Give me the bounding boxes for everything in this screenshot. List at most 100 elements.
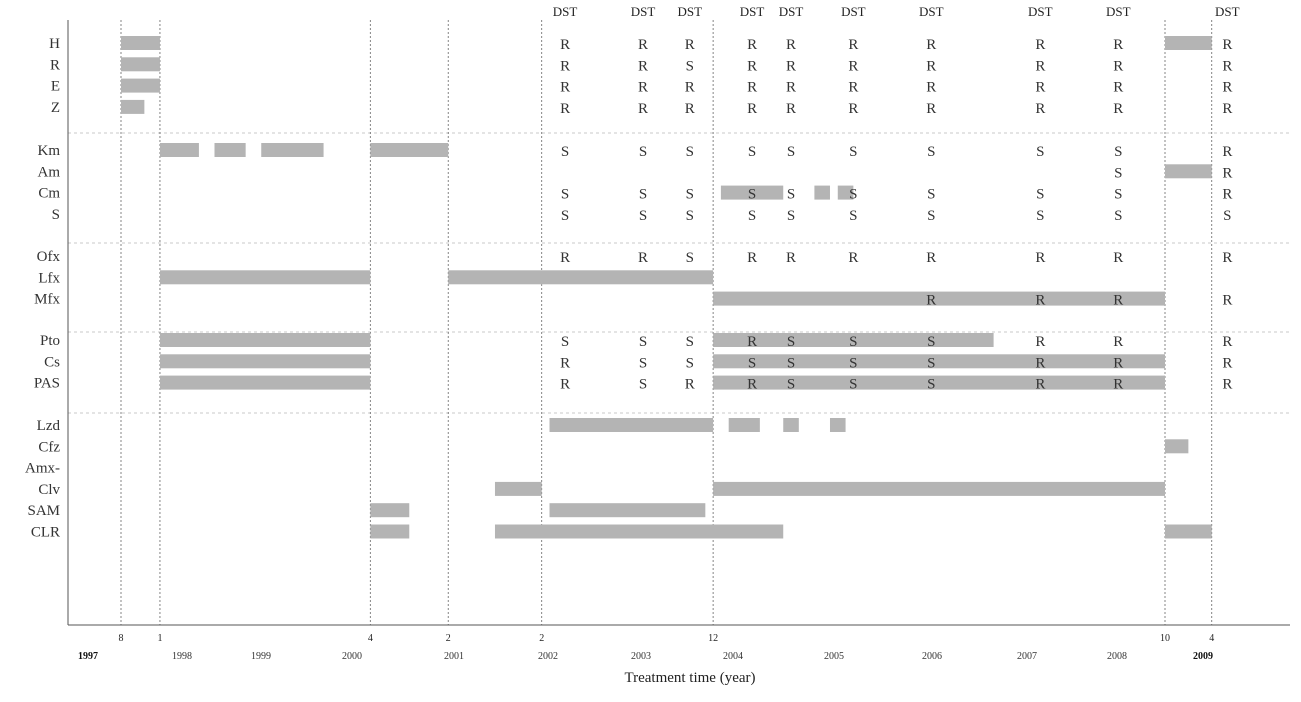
dst-result: S <box>639 187 647 203</box>
dst-result: S <box>1036 144 1044 160</box>
year-tick-label: 1999 <box>251 651 271 662</box>
treatment-bar <box>159 143 199 157</box>
dst-header: DST <box>841 4 866 19</box>
dst-result: R <box>848 250 858 266</box>
dst-result: S <box>686 144 694 160</box>
treatment-bar <box>121 99 145 114</box>
treatment-bar <box>713 375 1165 390</box>
dst-result: R <box>848 37 858 53</box>
dst-result: S <box>787 377 795 393</box>
dst-result: S <box>561 334 569 350</box>
drug-label: H <box>49 36 60 52</box>
drug-label: E <box>51 79 60 95</box>
dst-result: S <box>849 187 857 203</box>
drug-label: PAS <box>34 376 60 392</box>
dst-result: S <box>686 355 694 371</box>
treatment-bar <box>829 418 846 432</box>
dst-result: S <box>686 250 694 266</box>
dst-result: R <box>848 58 858 74</box>
treatment-bar <box>261 143 324 157</box>
dst-result: S <box>1114 165 1122 181</box>
dst-result: R <box>1113 250 1123 266</box>
drug-label: Cfz <box>38 439 60 455</box>
treatment-bar <box>814 185 830 200</box>
dst-result: R <box>747 377 757 393</box>
dst-result: S <box>639 144 647 160</box>
month-tick-label: 10 <box>1160 633 1170 644</box>
dst-result: R <box>1035 355 1045 371</box>
dst-result: R <box>747 37 757 53</box>
dst-result: R <box>1113 80 1123 96</box>
dst-result: R <box>1222 334 1232 350</box>
dst-result: S <box>849 144 857 160</box>
dst-header: DST <box>1028 4 1053 19</box>
dst-result: R <box>1222 187 1232 203</box>
dst-result: R <box>1222 101 1232 117</box>
dst-result: R <box>926 293 936 309</box>
treatment-bar <box>728 418 760 432</box>
dst-result: R <box>685 37 695 53</box>
dst-result: R <box>1035 334 1045 350</box>
dst-result: S <box>748 187 756 203</box>
treatment-bar <box>1165 524 1212 539</box>
dst-result: S <box>1114 187 1122 203</box>
dst-header: DST <box>740 4 765 19</box>
dst-result: R <box>685 80 695 96</box>
dst-result: R <box>638 250 648 266</box>
dst-result: R <box>685 101 695 117</box>
year-tick-label: 2007 <box>1017 651 1037 662</box>
dst-result: R <box>1035 37 1045 53</box>
dst-result: S <box>686 187 694 203</box>
dst-result: R <box>685 377 695 393</box>
dst-result: S <box>849 334 857 350</box>
treatment-bar <box>214 143 246 157</box>
dst-result: S <box>1114 208 1122 224</box>
dst-result: R <box>1222 250 1232 266</box>
dst-result: R <box>786 80 796 96</box>
year-tick-label: 2005 <box>824 651 844 662</box>
drug-label: Mfx <box>34 292 60 308</box>
dst-result: R <box>1222 58 1232 74</box>
treatment-bar <box>494 481 542 496</box>
dst-result: R <box>1222 293 1232 309</box>
year-tick-label: 2001 <box>444 651 464 662</box>
year-tick-label: 2006 <box>922 651 942 662</box>
dst-result: S <box>1114 144 1122 160</box>
dst-result: R <box>560 101 570 117</box>
treatment-bar <box>783 418 799 432</box>
dst-result: S <box>686 208 694 224</box>
dst-result: S <box>1223 208 1231 224</box>
dst-result: S <box>787 334 795 350</box>
treatment-bar <box>1165 164 1212 179</box>
treatment-bar <box>159 375 371 390</box>
treatment-bar <box>370 143 449 157</box>
treatment-bar <box>159 354 371 369</box>
dst-result: R <box>786 37 796 53</box>
dst-result: R <box>786 250 796 266</box>
dst-result: R <box>560 250 570 266</box>
dst-header: DST <box>779 4 804 19</box>
drug-label: Lzd <box>37 418 61 434</box>
treatment-bar <box>121 57 160 72</box>
drug-label: Pto <box>40 333 60 349</box>
drug-label: R <box>50 57 60 73</box>
drug-label: SAM <box>27 503 60 519</box>
dst-result: R <box>1222 37 1232 53</box>
dst-result: S <box>927 377 935 393</box>
dst-result: S <box>849 208 857 224</box>
month-tick-label: 2 <box>539 633 544 644</box>
dst-result: R <box>1113 377 1123 393</box>
treatment-bar <box>837 185 854 200</box>
dst-result: R <box>1035 250 1045 266</box>
dst-result: R <box>560 37 570 53</box>
treatment-bar <box>1165 439 1189 454</box>
dst-result: S <box>639 355 647 371</box>
dst-header: DST <box>1106 4 1131 19</box>
year-tick-label: 2002 <box>538 651 558 662</box>
dst-result: R <box>1113 37 1123 53</box>
treatment-bar <box>1165 36 1212 50</box>
dst-result: S <box>686 334 694 350</box>
drug-label: Clv <box>38 482 60 498</box>
year-tick-label: 1997 <box>78 651 98 662</box>
